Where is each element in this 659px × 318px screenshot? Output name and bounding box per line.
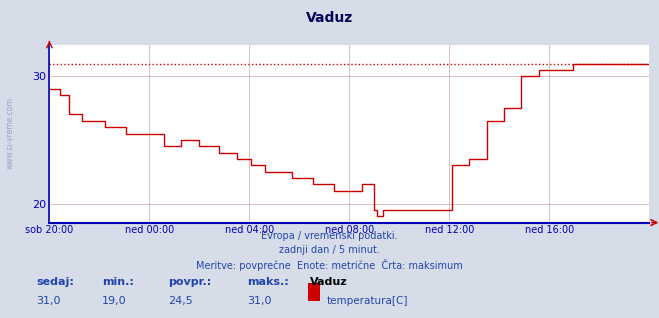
Text: min.:: min.: <box>102 277 134 287</box>
Text: zadnji dan / 5 minut.: zadnji dan / 5 minut. <box>279 245 380 255</box>
Text: povpr.:: povpr.: <box>168 277 212 287</box>
Text: 19,0: 19,0 <box>102 296 127 306</box>
Text: Meritve: povprečne  Enote: metrične  Črta: maksimum: Meritve: povprečne Enote: metrične Črta:… <box>196 259 463 271</box>
Text: maks.:: maks.: <box>247 277 289 287</box>
Text: sedaj:: sedaj: <box>36 277 74 287</box>
Text: Evropa / vremenski podatki.: Evropa / vremenski podatki. <box>261 231 398 240</box>
Text: 31,0: 31,0 <box>247 296 272 306</box>
Text: temperatura[C]: temperatura[C] <box>326 296 408 306</box>
Text: Vaduz: Vaduz <box>310 277 347 287</box>
Text: 31,0: 31,0 <box>36 296 61 306</box>
Text: www.si-vreme.com: www.si-vreme.com <box>5 98 14 169</box>
Text: Vaduz: Vaduz <box>306 11 353 25</box>
Text: 24,5: 24,5 <box>168 296 193 306</box>
